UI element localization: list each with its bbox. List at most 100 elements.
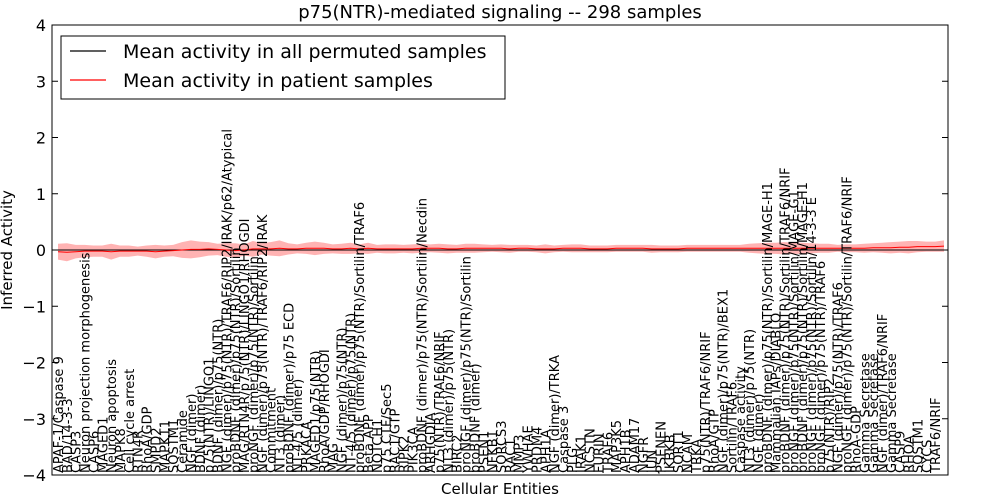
x-tick-label: Neuron apoptosis (105, 359, 120, 473)
x-tick-label: Gamma Secretase (867, 353, 882, 473)
patient-spread-band (58, 240, 944, 262)
x-tick-label: CYCS (920, 440, 935, 473)
y-axis-label: Inferred Activity (0, 190, 16, 310)
x-tick-label: Beta APP (362, 414, 377, 473)
x-tick-label: proBDNF (dimer)/p75 ECD (282, 303, 297, 473)
x-tick-label: APAF-1/Caspase 9 (52, 356, 67, 473)
x-tick-label: MAGED1 (96, 417, 111, 473)
x-tick-label: CASP9 (894, 431, 909, 473)
x-axis-label: Cellular Entities (441, 480, 559, 498)
y-tick-label: −3 (22, 410, 46, 429)
x-tick-label: Ceramide (176, 410, 191, 473)
x-tick-label: proBDNF (dimer)/p75(NTR)/Sortilin/TRAF6/… (779, 167, 794, 473)
legend-permuted-label: Mean activity in all permuted samples (123, 41, 486, 63)
x-tick-label: NT3 (dimer)/p75(NTR) (442, 329, 457, 473)
x-tick-label: NGF (dimer)/p75(NTR)/TRAF6/RIP2/IRAK/p62… (220, 129, 235, 473)
x-tick-label: FURIN (593, 433, 608, 473)
x-tick-label: PRDM4 (530, 427, 545, 473)
legend-box (60, 35, 506, 100)
x-tick-label: NCAM (681, 434, 696, 473)
x-tick-label: SORT1 (672, 430, 687, 473)
x-tick-label: PRKACA (300, 421, 315, 473)
x-tick-label: NOTCH1 (371, 419, 386, 473)
x-tick-label: NGF (dimer)/p75(NTR) (336, 328, 351, 473)
x-tick-label: PSEN1 (477, 431, 492, 473)
x-tick-label: SQSTM1 (167, 419, 182, 473)
x-tick-label: proNGF (dimer)/p75(NTR)/Sortilin/TRAF6/N… (841, 176, 856, 473)
x-tick-label: p75(NTR)/TRAF6/NRIF (699, 331, 714, 473)
x-tick-label: NGF (dimer) (185, 394, 200, 473)
x-tick-label: ADAM17 (628, 418, 643, 473)
x-tick-label: proNGF (dimer)/p75(NTR)/Sortilin/MAGE-G1 (787, 190, 802, 473)
x-tick-label: YWHAE (522, 425, 537, 474)
x-tick-label: PSENEN (655, 421, 670, 473)
x-tick-label: NCSTN (584, 428, 599, 473)
x-tick-label: Commitment (265, 388, 280, 473)
x-tick-label: IRAK1 (575, 435, 590, 473)
y-tick-label: −2 (22, 354, 46, 373)
x-tick-label: NGF (dimer)/p75(NTR)/TRAF6/RIP2/IRAK (256, 214, 271, 473)
x-tick-label: NGF (dimer)/p75(NTR)/BEX1 (717, 289, 732, 473)
x-tick-label: NGF (dimer)/p75(NTR)/TRAF6 (832, 282, 847, 473)
x-tick-label: ARHGDIA (424, 412, 439, 473)
x-tick-label: proBDNF (dimer) (468, 363, 483, 473)
x-tick-label: BIRC2 (451, 435, 466, 474)
x-tick-label: PIK3CA (406, 426, 421, 473)
x-tick-label: SQSTM1 (911, 419, 926, 473)
x-tick-label: IKBKB (663, 434, 678, 473)
x-tick-label: MAG (327, 443, 342, 473)
y-tick-label: −4 (22, 466, 46, 485)
x-tick-label: NT-4/5 (dimer)/p75(NTR) (344, 313, 359, 473)
x-tick-label: MAPK11 (158, 420, 173, 473)
x-tick-label: SORCS3 (495, 421, 510, 473)
x-tick-label: Neuron projection morphogenesis (79, 252, 94, 473)
x-tick-label: Cell cycle arrest (123, 369, 138, 473)
x-tick-label: proBDNF (dimer)/p75(NTR)/Sortilin/MAGE-H… (796, 182, 811, 473)
x-tick-label: CASP3 (70, 431, 85, 473)
x-tick-label: Mammalian IAPs/DIABLO (770, 313, 785, 473)
x-tick-label: BAD/14-3-3 (61, 398, 76, 473)
x-tick-label: MAGED1/p75(NTR) (309, 351, 324, 473)
legend-patient-label: Mean activity in patient samples (123, 70, 433, 92)
x-tick-label: CASP6 (87, 431, 102, 473)
x-tick-label: MAPK8 (114, 428, 129, 473)
x-tick-label: p75(NTR)/RIP2 (823, 378, 838, 473)
x-tick-label: RhoA/GDP (141, 406, 156, 473)
x-tick-label: MAP3K5 (610, 420, 625, 473)
x-tick-label: RTN4R (132, 430, 147, 473)
x-tick-label: Gamma Secretase (885, 353, 900, 473)
x-tick-label: APH1B (619, 429, 634, 473)
x-tick-label: BDNF (dimer) (194, 385, 209, 473)
x-tick-label: BDNF (dimer)/p75(NTR) (212, 319, 227, 473)
x-tick-label: Caspase activity (734, 366, 749, 473)
x-tick-label: proNGF (dimer)/p75(NTR)/Sortilin (247, 256, 262, 473)
x-tick-label: NGFR (637, 437, 652, 473)
x-tick-label: RHOA (903, 435, 918, 473)
x-tick-label: MAG/RTN4R/p75(NTR)/LINGO1/RHOGDI (238, 218, 253, 473)
x-tick-label: Gamma Secretase (858, 353, 873, 473)
x-tick-label: proBDNF (dimer)/p75(NTR)/Sortilin/TRAF6 (353, 202, 368, 473)
x-tick-label: proNGF (dimer)/p75(NTR)/Sortilin (460, 256, 475, 473)
x-tick-label: Caspase 3 (557, 406, 572, 473)
x-tick-label: proBDNF (dimer)/p75(NTR)/Sortilin (229, 247, 244, 473)
x-tick-label: TRAF6/NRIF (929, 397, 944, 474)
x-tick-label: RAC1 (504, 438, 519, 473)
x-tick-label: proNGF (dimer)/p75(NTR)/TRAF6 (814, 261, 829, 473)
x-tick-label: NT3 (dimer)/p75(NTR) (743, 329, 758, 473)
y-tick-label: 1 (36, 185, 46, 204)
y-axis: −4 −3 −2 −1 0 1 2 3 4 (22, 16, 948, 485)
x-tick-label: p75(NTR)/LINGO1 (203, 358, 218, 473)
x-tick-label: JUN (646, 450, 661, 474)
x-tick-label: APH1A (539, 429, 554, 473)
y-tick-label: 3 (36, 72, 46, 91)
x-tick-label: TRAF6 (601, 432, 616, 474)
x-tick-label: PLG (566, 448, 581, 473)
x-tick-label: RAC1/GTP (389, 409, 404, 473)
x-tick-label: NGF (dimer)/TRAF6/NRIF (876, 314, 891, 473)
x-tick-label: p75(NTR)/TRAF6/NRIF (433, 331, 448, 473)
x-tick-label: RhoA-GDP (849, 406, 864, 473)
x-tick-label: proNGF (dimer)/p75(NTR)/Sortilin/14-3-3 … (805, 197, 820, 473)
chart-title: p75(NTR)-mediated signaling -- 298 sampl… (298, 2, 702, 23)
